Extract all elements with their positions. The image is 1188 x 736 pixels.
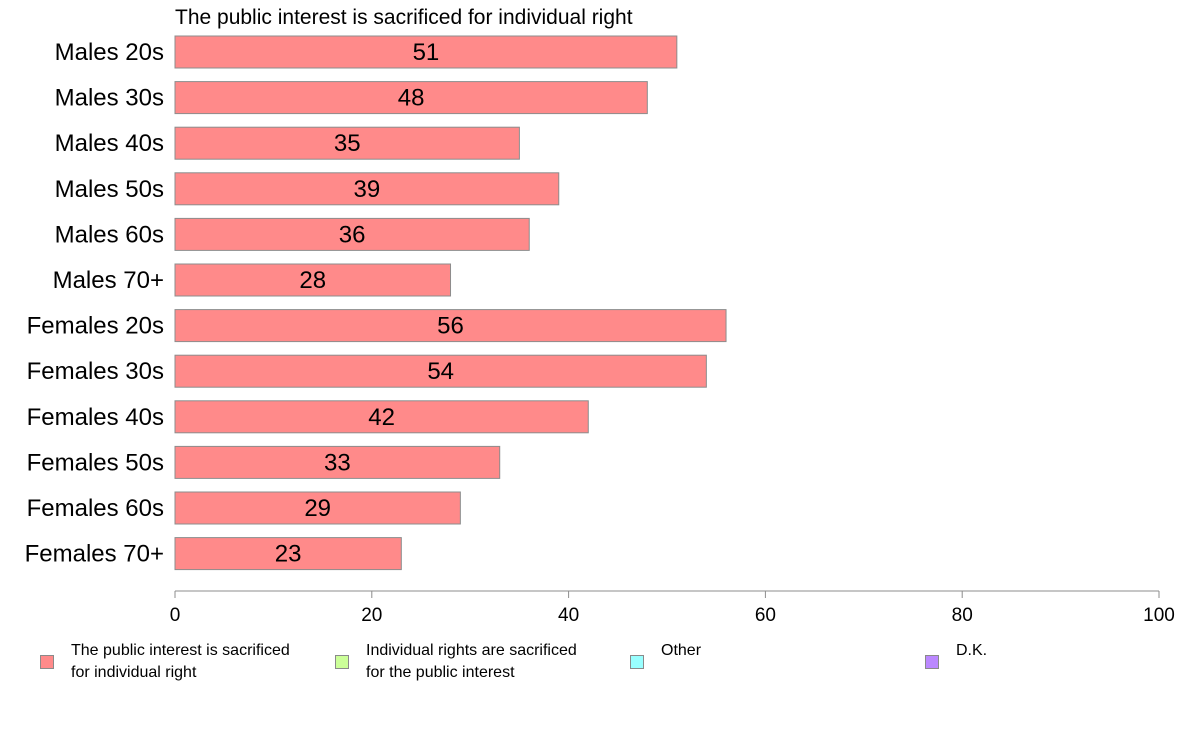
bar bbox=[174, 263, 452, 297]
legend-item: The public interest is sacrificed for in… bbox=[40, 640, 290, 684]
legend-item: Individual rights are sacrificed for the… bbox=[335, 640, 577, 684]
bar-value-label: 28 bbox=[299, 267, 326, 294]
bar bbox=[174, 309, 727, 343]
bar-value-label: 33 bbox=[324, 449, 351, 476]
category-label: Males 20s bbox=[55, 39, 164, 66]
bar-value-label: 23 bbox=[275, 541, 302, 568]
bar-value-label: 48 bbox=[398, 85, 425, 112]
bar bbox=[174, 537, 402, 571]
bar-value-label: 35 bbox=[334, 130, 361, 157]
bar-value-label: 29 bbox=[304, 495, 331, 522]
bar-value-label: 36 bbox=[339, 221, 366, 248]
x-tick-label: 0 bbox=[170, 605, 181, 626]
legend-label: Individual rights are sacrificed for the… bbox=[366, 642, 577, 681]
category-label: Females 50s bbox=[27, 449, 164, 476]
bar-value-label: 56 bbox=[437, 313, 464, 340]
legend-swatch bbox=[335, 655, 349, 669]
legend-swatch bbox=[40, 655, 54, 669]
bar bbox=[174, 445, 501, 479]
category-label: Males 60s bbox=[55, 221, 164, 248]
bar bbox=[174, 81, 648, 115]
category-label: Females 40s bbox=[27, 404, 164, 431]
bar bbox=[174, 35, 678, 69]
bar bbox=[174, 172, 560, 206]
legend-label: Other bbox=[661, 642, 702, 659]
bar-value-label: 51 bbox=[413, 39, 440, 66]
legend-swatch bbox=[925, 655, 939, 669]
category-label: Females 20s bbox=[27, 313, 164, 340]
legend-label: The public interest is sacrificed for in… bbox=[71, 642, 290, 681]
x-tick-label: 40 bbox=[558, 605, 579, 626]
legend-swatch bbox=[630, 655, 644, 669]
bar bbox=[174, 400, 589, 434]
bar-value-label: 54 bbox=[427, 358, 454, 385]
bar bbox=[174, 126, 520, 160]
x-tick-label: 80 bbox=[952, 605, 973, 626]
category-label: Males 70+ bbox=[53, 267, 164, 294]
legend: The public interest is sacrificed for in… bbox=[0, 640, 1188, 700]
category-label: Males 50s bbox=[55, 176, 164, 203]
x-tick-label: 100 bbox=[1143, 605, 1175, 626]
bar bbox=[174, 491, 461, 525]
legend-label: D.K. bbox=[956, 642, 988, 659]
bar bbox=[174, 217, 530, 251]
category-label: Females 60s bbox=[27, 495, 164, 522]
category-label: Females 70+ bbox=[25, 541, 164, 568]
chart-title: The public interest is sacrificed for in… bbox=[175, 6, 633, 29]
x-tick-label: 60 bbox=[755, 605, 776, 626]
bar-value-label: 42 bbox=[368, 404, 395, 431]
category-label: Males 30s bbox=[55, 85, 164, 112]
legend-item: D.K. bbox=[925, 640, 987, 669]
bar bbox=[174, 354, 707, 388]
x-tick-label: 20 bbox=[361, 605, 382, 626]
bar-value-label: 39 bbox=[354, 176, 381, 203]
category-label: Males 40s bbox=[55, 130, 164, 157]
legend-item: Other bbox=[630, 640, 701, 669]
category-label: Females 30s bbox=[27, 358, 164, 385]
